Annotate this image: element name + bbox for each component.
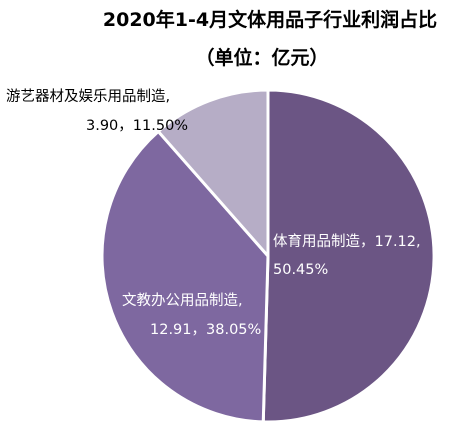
chart-subtitle: （单位：亿元）: [195, 46, 328, 69]
pie-slices: [100, 88, 436, 424]
slice-label-amusement-line2: 3.90，11.50%: [86, 118, 188, 134]
pie-slice-stationery: [100, 129, 270, 424]
slice-label-amusement: 游艺器材及娱乐用品制造, 3.90，11.50%: [6, 88, 188, 134]
slice-label-stationery: 文教办公用品制造, 12.91，38.05%: [122, 292, 261, 338]
slice-label-stationery-line1: 文教办公用品制造,: [122, 292, 243, 309]
chart-title: 2020年1-4月文体用品子行业利润占比: [103, 8, 437, 31]
pie-slice-sports: [261, 88, 436, 424]
slice-label-sports: 体育用品制造，17.12, 50.45%: [273, 233, 421, 278]
slice-label-sports-line2: 50.45%: [273, 262, 328, 278]
slice-label-stationery-line2: 12.91，38.05%: [150, 322, 261, 338]
slice-label-sports-line1: 体育用品制造，17.12,: [273, 233, 421, 250]
slice-label-amusement-line1: 游艺器材及娱乐用品制造,: [6, 88, 170, 105]
pie-slice-amusement: [156, 88, 270, 258]
